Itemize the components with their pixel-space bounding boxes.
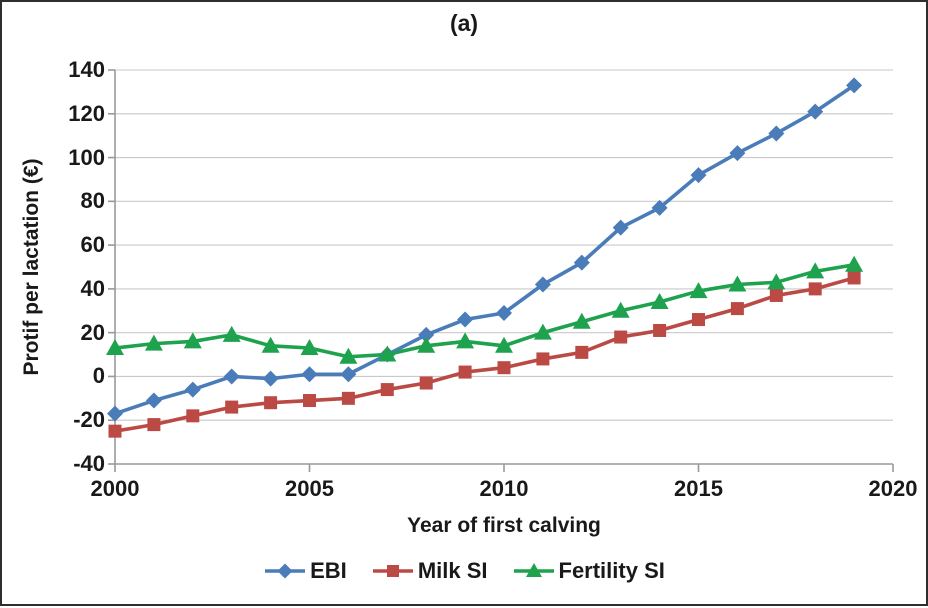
data-point-ebi	[184, 381, 201, 398]
data-point-ebi	[807, 103, 824, 120]
data-point-fertility-si	[845, 255, 864, 272]
data-point-milk-si	[614, 330, 628, 344]
data-point-ebi	[301, 366, 318, 383]
data-point-milk-si	[419, 376, 433, 390]
y-tick-label: -20	[73, 407, 105, 433]
data-point-milk-si	[692, 313, 705, 327]
data-point-ebi	[262, 370, 279, 387]
data-point-fertility-si	[650, 293, 669, 310]
x-tick-label: 2000	[90, 476, 140, 501]
data-point-milk-si	[264, 396, 278, 410]
data-point-ebi	[534, 276, 551, 293]
data-point-ebi	[107, 405, 123, 422]
data-point-milk-si	[575, 345, 589, 359]
x-tick-label: 2020	[868, 476, 918, 501]
data-point-fertility-si	[572, 312, 591, 329]
legend-square-icon	[372, 565, 413, 577]
y-axis-tick-labels: -40 -20 0 20 40 60 80 100 120 140	[2, 2, 105, 604]
data-point-ebi	[418, 326, 435, 343]
y-tick-label: -40	[73, 451, 105, 476]
data-point-ebi	[612, 219, 629, 236]
y-tick-label: 40	[80, 275, 105, 301]
chart-title: (a)	[449, 10, 479, 36]
data-point-milk-si	[847, 271, 861, 285]
x-axis-tick-labels: 2000 2005 2010 2015 2020	[2, 476, 926, 504]
y-tick-label: 0	[92, 363, 105, 389]
data-point-fertility-si	[339, 347, 358, 364]
data-point-milk-si	[108, 424, 122, 438]
data-point-ebi	[768, 125, 785, 142]
legend-label: Fertility SI	[558, 558, 665, 583]
legend-item-milk-si: Milk SI	[371, 558, 488, 584]
data-point-ebi	[145, 392, 162, 409]
data-point-milk-si	[225, 400, 239, 414]
data-point-milk-si	[341, 391, 355, 405]
series-line-fertility-si	[114, 263, 855, 359]
data-point-ebi	[729, 145, 746, 162]
legend-item-fertility-si: Fertility SI	[512, 558, 665, 584]
legend-item-ebi: EBI	[263, 558, 347, 584]
data-point-fertility-si	[378, 345, 397, 362]
data-point-milk-si	[497, 361, 511, 375]
data-point-milk-si	[653, 323, 667, 337]
legend-label: Milk SI	[417, 558, 488, 583]
data-point-fertility-si	[261, 336, 280, 353]
data-point-milk-si	[808, 282, 822, 296]
x-tick-label: 2010	[479, 476, 529, 501]
data-point-fertility-si	[767, 273, 786, 290]
x-tick-label: 2015	[674, 476, 723, 501]
data-point-fertility-si	[222, 325, 241, 342]
legend-triangle-icon	[513, 563, 554, 577]
data-point-ebi	[223, 368, 240, 385]
data-point-ebi	[340, 366, 357, 383]
data-point-ebi	[457, 311, 474, 328]
data-point-ebi	[496, 304, 512, 321]
data-point-ebi	[690, 167, 707, 184]
x-tick-label: 2005	[285, 476, 334, 501]
data-point-fertility-si	[106, 338, 124, 355]
data-point-ebi	[573, 254, 590, 271]
series-line-ebi	[114, 83, 856, 416]
data-point-milk-si	[769, 288, 783, 302]
data-point-milk-si	[303, 394, 316, 408]
data-point-milk-si	[536, 352, 550, 366]
data-point-ebi	[651, 199, 668, 216]
data-point-fertility-si	[533, 323, 552, 340]
legend-label: EBI	[310, 558, 347, 583]
data-point-milk-si	[380, 383, 394, 397]
data-point-fertility-si	[183, 332, 202, 349]
data-point-milk-si	[730, 302, 744, 316]
y-tick-label: 80	[80, 188, 105, 214]
data-point-ebi	[846, 77, 863, 94]
x-axis-title: Year of first calving	[407, 514, 601, 537]
data-point-fertility-si	[728, 275, 747, 292]
data-point-fertility-si	[689, 282, 708, 299]
legend-diamond-icon	[265, 563, 306, 579]
data-point-fertility-si	[495, 336, 513, 353]
data-point-fertility-si	[417, 336, 436, 353]
y-axis-title: Protif per lactation (€)	[20, 158, 43, 376]
data-point-milk-si	[147, 418, 161, 432]
data-point-fertility-si	[611, 301, 630, 318]
data-point-fertility-si	[456, 332, 475, 349]
data-point-fertility-si	[806, 262, 825, 279]
y-tick-label: 120	[68, 100, 105, 126]
data-point-milk-si	[458, 365, 472, 379]
y-tick-label: 100	[68, 144, 105, 170]
y-tick-label: 20	[80, 319, 105, 345]
data-point-fertility-si	[300, 338, 319, 355]
y-tick-label: 60	[80, 232, 105, 258]
data-point-fertility-si	[144, 334, 163, 351]
data-point-milk-si	[186, 409, 200, 423]
legend: EBI Milk SI Fertility SI	[2, 558, 926, 584]
y-tick-label: 140	[68, 57, 105, 82]
